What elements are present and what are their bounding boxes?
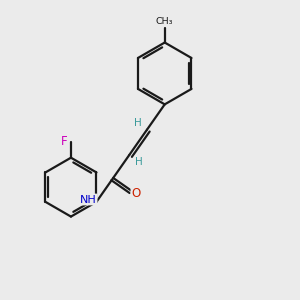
Text: F: F [61,135,68,148]
Text: O: O [131,187,141,200]
Text: H: H [135,157,142,166]
Text: NH: NH [80,194,97,205]
Text: H: H [134,118,142,128]
Text: CH₃: CH₃ [156,17,173,26]
